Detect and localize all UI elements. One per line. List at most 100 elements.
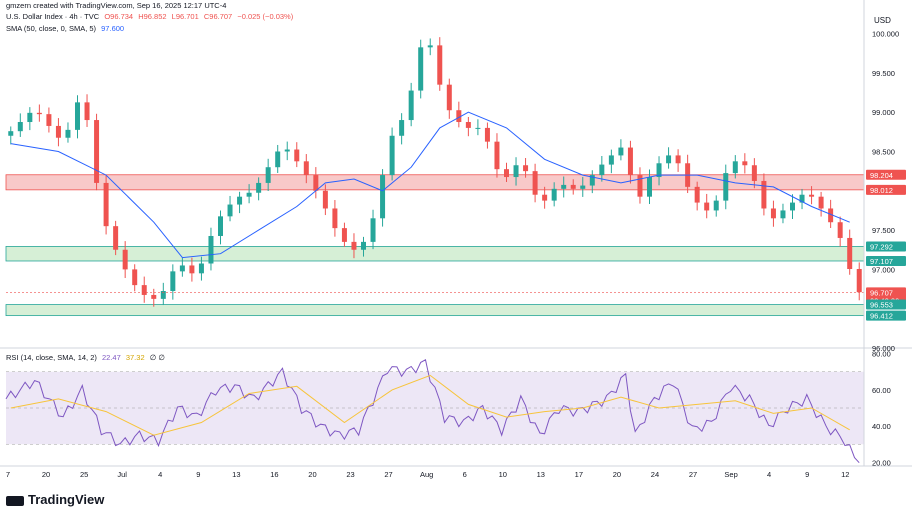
price-tick-label: 97.000 — [872, 265, 895, 274]
attribution: gmzern created with TradingView.com, Sep… — [6, 1, 227, 10]
candle-body — [8, 131, 14, 136]
candle — [141, 276, 147, 303]
candle — [675, 149, 681, 172]
candle-body — [627, 147, 633, 176]
candle-body — [742, 161, 748, 166]
time-tick-label: 9 — [805, 470, 809, 479]
candle-body — [341, 228, 347, 242]
time-tick-label: 27 — [689, 470, 697, 479]
candle-body — [647, 177, 652, 197]
rsi-line — [5, 359, 860, 464]
candle-body — [418, 47, 424, 91]
candle — [770, 200, 776, 227]
candle-body — [208, 235, 214, 264]
candle-body — [256, 182, 262, 193]
candle — [179, 257, 185, 277]
candle-body — [790, 202, 795, 211]
candle-body — [799, 194, 805, 203]
candle-body — [351, 241, 357, 250]
candle-body — [542, 194, 548, 201]
candle — [856, 262, 862, 301]
candle-body — [132, 269, 138, 286]
price-tag-bg — [866, 255, 906, 266]
candle — [656, 156, 662, 186]
price-tag: 96.412 — [866, 310, 906, 321]
candle-body — [198, 263, 204, 274]
candle-body — [408, 90, 414, 121]
candle-body — [580, 185, 586, 189]
candle-body — [370, 218, 376, 242]
time-tick-label: 17 — [575, 470, 583, 479]
candle — [732, 155, 738, 179]
candle — [666, 147, 672, 169]
zone-support-2 — [5, 304, 865, 317]
candle — [608, 149, 614, 174]
candle-body — [713, 200, 719, 211]
candle — [446, 78, 452, 119]
candle — [399, 113, 405, 145]
candle — [256, 177, 262, 201]
tradingview-logo-icon — [6, 495, 24, 506]
candle — [475, 119, 481, 136]
sma-legend[interactable]: SMA (50, close, 0, SMA, 5) 97.600 — [6, 24, 127, 33]
candle-body — [284, 149, 290, 152]
candle-body — [608, 155, 614, 165]
candle — [637, 167, 643, 204]
candle-body — [666, 155, 672, 164]
time-tick-label: Jul — [117, 470, 127, 479]
candle — [218, 210, 223, 245]
candle-body — [332, 208, 338, 229]
candle-body — [856, 269, 862, 293]
candle — [27, 107, 33, 131]
rsi-icons: ∅ ∅ — [149, 353, 165, 362]
candle-body — [160, 291, 166, 299]
candle — [122, 241, 128, 279]
candle-body — [504, 169, 509, 178]
change-value: −0.025 (−0.03%) — [237, 12, 294, 21]
candle — [484, 122, 490, 149]
candle-body — [751, 165, 757, 181]
time-tick-label: 4 — [158, 470, 162, 479]
time-tick-label: 6 — [463, 470, 467, 479]
candle — [65, 122, 71, 143]
price-pane — [5, 37, 865, 317]
sma-label: SMA (50, close, 0, SMA, 5) — [6, 24, 97, 33]
candle-body — [599, 164, 605, 176]
candle-body — [322, 190, 328, 209]
candle-body — [704, 202, 710, 211]
time-tick-label: 7 — [6, 470, 10, 479]
price-tag: 97.292 — [866, 241, 906, 252]
candle-body — [361, 241, 366, 250]
candle — [818, 191, 824, 217]
price-tag-label: 98.012 — [870, 186, 893, 195]
candle-body — [46, 114, 52, 126]
candle — [198, 256, 204, 281]
candle — [246, 184, 252, 204]
time-tick-label: 23 — [346, 470, 354, 479]
chart-canvas[interactable]: 96.000 97.000 97.500 98.500 99.000 99.500 100.… — [0, 0, 912, 490]
time-tick-label: 13 — [537, 470, 545, 479]
candle — [494, 133, 500, 178]
candle — [532, 163, 538, 203]
candle-body — [475, 127, 481, 129]
price-tag-label: 98.204 — [870, 171, 893, 180]
candle — [351, 233, 357, 259]
candle-body — [389, 135, 395, 176]
rsi-pane — [5, 359, 864, 464]
zone-support-1 — [5, 246, 865, 262]
time-tick-label: 13 — [232, 470, 240, 479]
candle-body — [94, 120, 100, 183]
candle — [284, 141, 290, 161]
candle — [713, 195, 719, 217]
time-tick-label: 20 — [308, 470, 316, 479]
rsi-legend[interactable]: RSI (14, close, SMA, 14, 2) 22.47 37.32 … — [6, 353, 168, 362]
time-tick-label: 20 — [613, 470, 621, 479]
candle — [361, 236, 366, 257]
candle — [389, 127, 395, 181]
candle — [551, 182, 557, 207]
symbol-line: U.S. Dollar Index · 4h · TVC O96.734 H96… — [6, 12, 296, 21]
price-tag-bg — [866, 184, 906, 195]
candle-body — [84, 102, 90, 121]
price-tag-label: 97.107 — [870, 257, 893, 266]
candle-body — [246, 192, 252, 197]
